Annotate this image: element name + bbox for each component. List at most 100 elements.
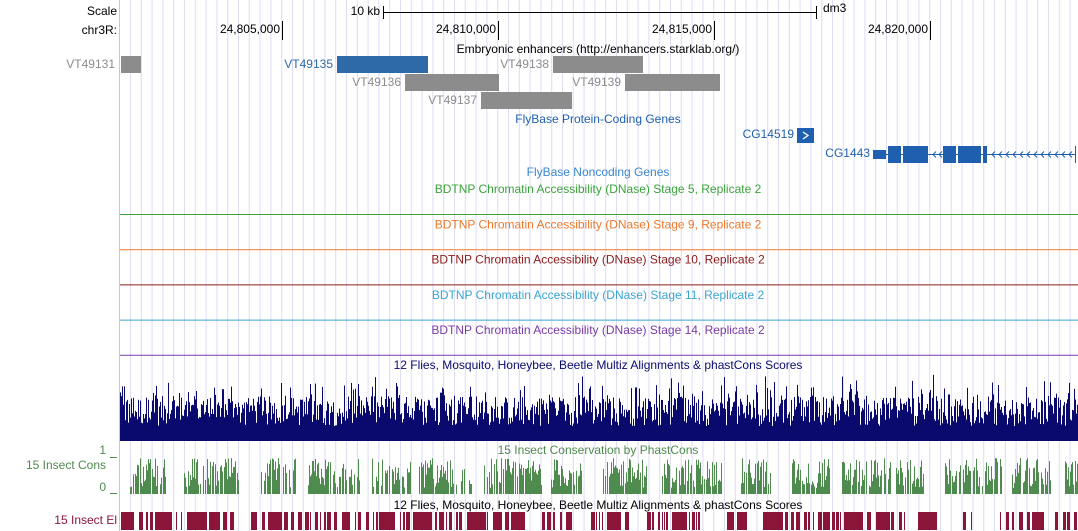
- conserved-element: [899, 512, 902, 530]
- gene-exon: [873, 150, 886, 159]
- conserved-element: [355, 512, 356, 530]
- enhancer-label: VT49135: [284, 57, 333, 71]
- conserved-element: [406, 512, 410, 530]
- conserved-element: [1027, 512, 1030, 530]
- strand-arrow: [1033, 151, 1038, 158]
- conserved-element: [146, 512, 148, 530]
- strand-arrow: [1047, 151, 1052, 158]
- ruler-tick-label: 24,820,000: [868, 22, 928, 36]
- conserved-element: [658, 512, 660, 530]
- conserved-element: [785, 512, 788, 530]
- strand-arrow: [998, 151, 1003, 158]
- conserved-element: [181, 512, 182, 530]
- conserved-element: [652, 512, 654, 530]
- conserved-element: [1074, 512, 1077, 530]
- enhancer-label: VT49131: [66, 57, 115, 71]
- conserved-element: [121, 512, 134, 530]
- conserved-element: [689, 512, 690, 530]
- strand-arrow: [802, 131, 810, 140]
- enhancer-box: [553, 56, 643, 73]
- conserved-element: [876, 512, 890, 530]
- gene-exon: [888, 146, 901, 163]
- conserved-element: [379, 512, 395, 530]
- conserved-element: [366, 512, 369, 530]
- conserved-element: [560, 512, 562, 530]
- conserved-element: [891, 512, 894, 530]
- strand-arrow: [938, 151, 943, 158]
- conserved-element: [456, 512, 458, 530]
- conserved-element: [763, 512, 783, 530]
- conserved-element: [804, 512, 807, 530]
- conserved-element: [791, 512, 794, 530]
- axis-label: 0: [99, 480, 106, 494]
- conserved-element: [808, 512, 810, 530]
- conserved-element: [400, 512, 401, 530]
- track-title: 15 Insect Conservation by PhastCons: [498, 443, 699, 457]
- conserved-element: [262, 512, 265, 530]
- enhancer-box: [337, 56, 428, 73]
- conserved-element: [358, 512, 361, 530]
- track-title: BDTNP Chromatin Accessibility (DNase) St…: [431, 253, 765, 267]
- track-title: FlyBase Protein-Coding Genes: [515, 112, 680, 126]
- conserved-element: [298, 512, 302, 530]
- gene-exon: [903, 146, 928, 163]
- gene-label: CG1443: [825, 146, 870, 160]
- enhancer-box: [625, 74, 720, 91]
- strand-arrow: [991, 151, 996, 158]
- conserved-element: [832, 512, 835, 530]
- strand-arrow: [932, 151, 937, 158]
- conserved-element: [596, 512, 597, 530]
- gene-exon: [983, 146, 987, 163]
- gene-exon: [797, 128, 814, 143]
- conserved-element: [904, 512, 905, 530]
- conserved-element: [602, 512, 603, 530]
- conserved-element: [553, 512, 555, 530]
- gene-label: CG14519: [743, 127, 795, 141]
- conserved-element: [566, 512, 572, 530]
- conserved-element: [459, 512, 462, 530]
- track-title: Embryonic enhancers (http://enhancers.st…: [457, 42, 740, 56]
- conserved-element: [251, 512, 257, 530]
- conserved-element: [607, 512, 621, 530]
- gene-exon: [943, 146, 956, 163]
- conserved-element: [413, 512, 432, 530]
- strand-arrow: [1068, 151, 1073, 158]
- conserved-element: [662, 512, 663, 530]
- track-title: 12 Flies, Mosquito, Honeybee, Beetle Mul…: [394, 358, 803, 372]
- conserved-element: [315, 512, 318, 530]
- conserved-element: [840, 512, 841, 530]
- gene-exon: [958, 146, 981, 163]
- strand-arrow: [1040, 151, 1045, 158]
- enhancer-label: VT49136: [352, 75, 401, 89]
- scale-label: Scale: [87, 4, 117, 18]
- conserved-element: [727, 512, 734, 530]
- conserved-element: [666, 512, 668, 530]
- conserved-element: [439, 512, 444, 530]
- conserved-element: [696, 512, 697, 530]
- conserved-element: [373, 512, 374, 530]
- conserved-element: [664, 512, 665, 530]
- conserved-element: [1019, 512, 1023, 530]
- track-title: BDTNP Chromatin Accessibility (DNase) St…: [435, 217, 762, 231]
- ruler-tick-label: 24,810,000: [436, 22, 496, 36]
- strand-arrow: [1061, 151, 1066, 158]
- conserved-element: [737, 512, 747, 530]
- track-title: 12 Flies, Mosquito, Honeybee, Beetle Mul…: [394, 498, 803, 512]
- enhancer-label: VT49138: [500, 57, 549, 71]
- conserved-element: [176, 512, 177, 530]
- conserved-element: [1006, 512, 1009, 530]
- conserved-element: [449, 512, 452, 530]
- strand-arrow: [1054, 151, 1059, 158]
- conserved-element: [155, 512, 172, 530]
- conserved-element: [139, 512, 143, 530]
- strand-arrow: [1026, 151, 1031, 158]
- conserved-element: [310, 512, 311, 530]
- conserved-element: [511, 512, 525, 530]
- conserved-element: [867, 512, 871, 530]
- enhancer-box: [121, 56, 141, 73]
- conserved-element: [342, 512, 350, 530]
- enhancer-box: [481, 92, 572, 109]
- conserved-element: [446, 512, 447, 530]
- conserved-element: [542, 512, 545, 530]
